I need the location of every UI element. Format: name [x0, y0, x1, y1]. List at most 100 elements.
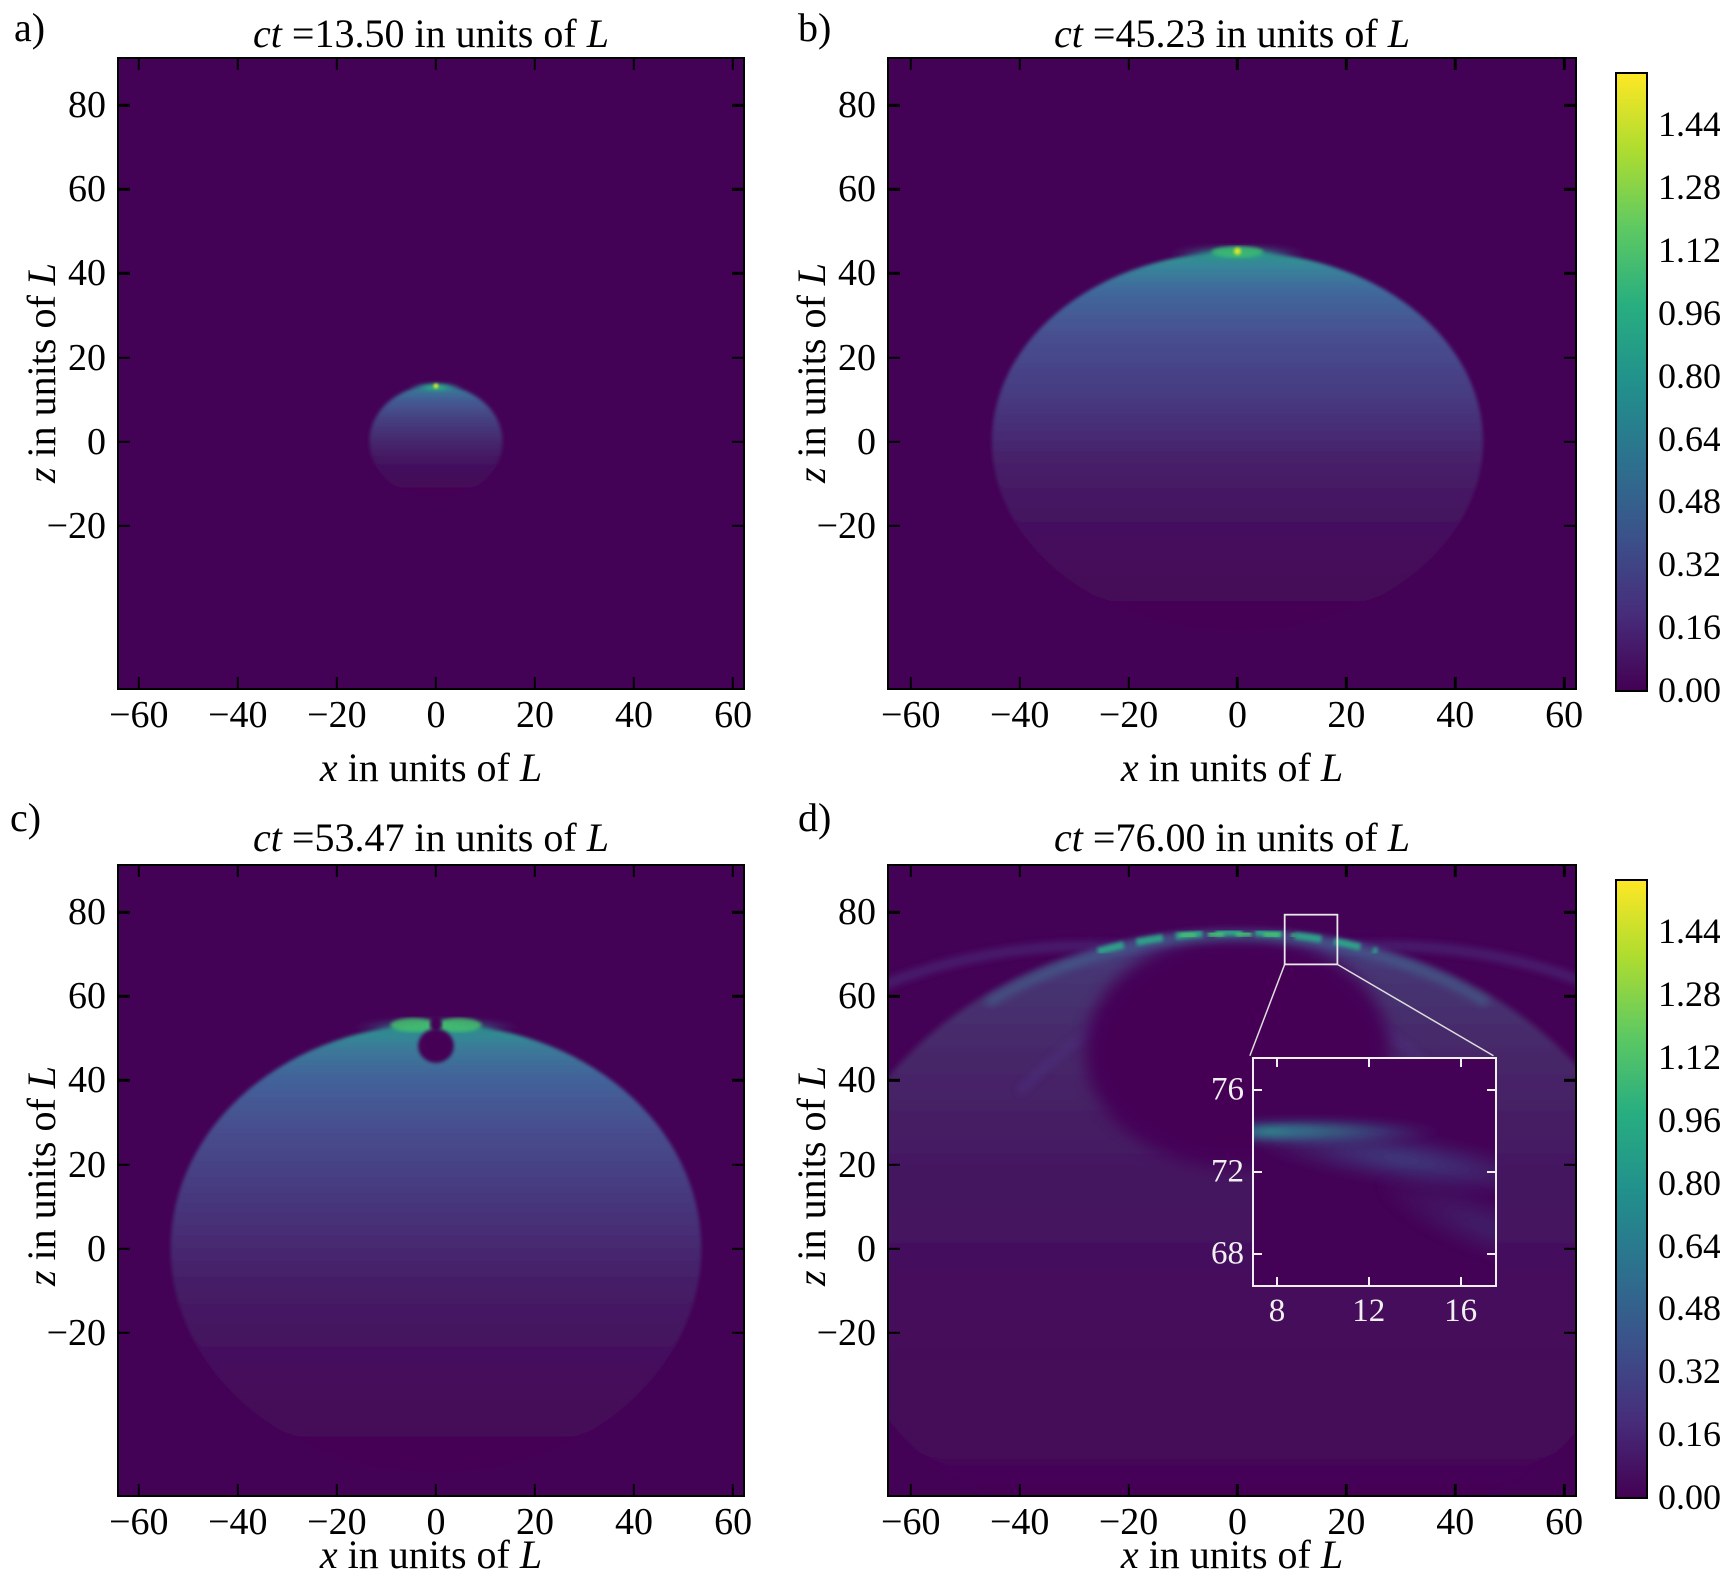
wakefield-sphere-c	[170, 1023, 702, 1474]
y-tick-mark	[889, 272, 900, 275]
zoom-region-marker	[1283, 913, 1339, 966]
x-tick-mark	[533, 677, 537, 688]
colorbar-tick-label: 0.80	[1658, 1162, 1720, 1203]
y-tick-mark	[889, 440, 900, 443]
y-tick-label: 76	[1211, 1071, 1244, 1108]
x-tick-mark	[909, 677, 912, 688]
x-tick-mark	[1127, 677, 1130, 688]
colorbar-top: 1.44 1.28 1.12 0.96 0.80 0.64 0.48 0.32 0.16 0.00	[1615, 72, 1720, 708]
y-tick-label: 20	[68, 1143, 106, 1186]
x-tick-mark	[1562, 677, 1566, 688]
x-tick-mark	[909, 866, 912, 877]
x-tick-label: −20	[307, 694, 367, 736]
x-tick-mark	[236, 59, 240, 70]
y-tick-label: 60	[68, 975, 106, 1018]
x-tick-mark	[1562, 59, 1566, 70]
panel-b-title: ct =45.23 in units of L	[1054, 11, 1410, 56]
x-tick-mark	[335, 1484, 339, 1495]
driver-pulse-b	[1232, 246, 1243, 257]
driver-pulse-a	[432, 382, 440, 390]
y-tick-label: −20	[46, 504, 106, 547]
y-tick-mark	[119, 272, 130, 275]
y-tick-mark	[889, 524, 900, 527]
cavity-bubble-c	[418, 1028, 454, 1063]
x-tick-mark	[434, 677, 438, 688]
panel-d-inset: 8 12 16 76 72 68	[1211, 1057, 1497, 1328]
x-tick-mark	[533, 59, 537, 70]
y-tick-mark	[1254, 1088, 1262, 1091]
y-tick-label: −20	[816, 504, 876, 547]
colorbar-tick-label: 0.96	[1658, 1099, 1720, 1140]
x-tick-label: 20	[1327, 694, 1366, 736]
y-tick-mark	[732, 524, 743, 527]
zoom-connector-right	[1337, 963, 1494, 1057]
panel-b-plot: −60 −40 −20 0 20 40 60 80 60 40 20 0 −20	[817, 57, 1583, 734]
y-tick-mark	[1487, 1253, 1495, 1256]
colorbar-tick-label: 0.48	[1658, 1288, 1720, 1329]
x-tick-mark	[632, 677, 636, 688]
x-tick-mark	[1275, 1059, 1278, 1067]
panel-c-xlabel: x in units of L	[319, 1532, 543, 1575]
x-tick-mark	[1018, 677, 1021, 688]
y-tick-mark	[119, 440, 130, 443]
panel-c-corner-label: c)	[10, 795, 42, 840]
panel-c-ylabel: z in units of L	[19, 1065, 64, 1287]
x-tick-label: −60	[109, 694, 169, 736]
y-tick-label: 68	[1211, 1235, 1244, 1272]
panel-d-heatmap: 8 12 16 76 72 68	[889, 866, 1575, 1495]
y-tick-mark	[119, 524, 130, 527]
y-tick-label: 60	[68, 168, 106, 211]
y-tick-mark	[1564, 104, 1575, 107]
y-tick-mark	[119, 1079, 130, 1082]
x-tick-mark	[1018, 866, 1021, 877]
colorbar-tick-label: 1.28	[1658, 974, 1720, 1015]
x-tick-mark	[1018, 1484, 1021, 1495]
panel-b-corner-label: b)	[798, 5, 832, 50]
y-tick-mark	[889, 104, 900, 107]
x-tick-mark	[434, 1484, 438, 1495]
x-tick-mark	[1236, 59, 1239, 70]
x-tick-mark	[1454, 1484, 1457, 1495]
y-tick-label: 80	[68, 84, 106, 127]
x-tick-label: −60	[109, 1501, 169, 1543]
colorbar-tick-label: 1.44	[1658, 911, 1720, 952]
x-tick-label: 20	[516, 694, 554, 736]
y-tick-label: −20	[816, 1311, 876, 1354]
y-tick-mark	[732, 440, 743, 443]
x-tick-label: −20	[1098, 694, 1159, 736]
x-tick-mark	[1275, 1277, 1278, 1285]
x-tick-mark	[1127, 59, 1130, 70]
x-tick-mark	[1459, 1059, 1462, 1067]
panel-a-xlabel: x in units of L	[319, 745, 543, 790]
y-tick-label: 60	[838, 975, 876, 1018]
y-tick-mark	[119, 1331, 130, 1334]
panel-d-corner-label: d)	[798, 795, 832, 840]
x-tick-mark	[1459, 1277, 1462, 1285]
x-tick-label: 0	[1227, 694, 1247, 736]
y-tick-label: 60	[838, 168, 876, 211]
panel-a-plot: −60 −40 −20 0 20 40 60 80 60 40 20 0 −20	[47, 57, 752, 734]
panel-c-title: ct =53.47 in units of L	[253, 815, 609, 860]
colorbar-tick-label: 1.44	[1658, 104, 1720, 145]
x-tick-label: 0	[1227, 1501, 1247, 1543]
panel-d-xlabel: x in units of L	[1120, 1532, 1344, 1575]
x-tick-mark	[434, 59, 438, 70]
x-tick-label: 0	[426, 694, 446, 736]
x-tick-mark	[1127, 1484, 1130, 1495]
x-tick-mark	[1127, 866, 1130, 877]
y-tick-label: 40	[838, 1059, 876, 1102]
y-tick-mark	[119, 188, 130, 191]
x-tick-label: 40	[615, 1501, 654, 1543]
colorbar-tick-label: 1.12	[1658, 230, 1720, 270]
x-tick-label: −20	[307, 1501, 367, 1543]
x-tick-label: 60	[1545, 1501, 1584, 1543]
x-tick-label: 12	[1352, 1293, 1386, 1329]
y-tick-mark	[889, 995, 900, 998]
panel-a-ylabel: z in units of L	[19, 262, 64, 484]
y-tick-label: 20	[68, 336, 106, 379]
panel-d-plot: 8 12 16 76 72 68 −60 −40 −20 0 20 40 60 80 60 40 20 0 −20	[817, 864, 1583, 1541]
y-tick-label: 80	[838, 84, 876, 127]
y-tick-mark	[1564, 1079, 1575, 1082]
y-tick-mark	[732, 104, 743, 107]
